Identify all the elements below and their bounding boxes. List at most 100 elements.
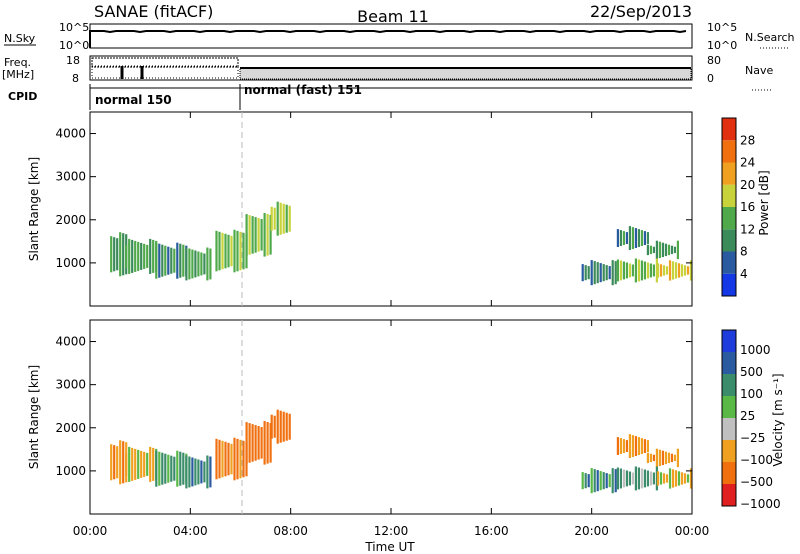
data-cell [668,260,672,281]
y-tick-label: 2000 [55,421,86,435]
cpid-mode-normal: normal 150 [95,93,172,107]
freq-tick-high: 18 [66,54,80,67]
data-cell [233,229,236,273]
data-cell [221,440,224,478]
data-cell [185,247,188,281]
data-cell [239,439,242,479]
data-cell [242,440,245,478]
data-cell [625,440,628,452]
x-axis-ticks: 00:00 04:00 08:00 12:00 16:00 20:00 00:00 [73,112,710,538]
data-cell [631,435,634,457]
x-tick-label: 00:00 [675,524,710,538]
power-colorbar-frame [721,117,737,297]
freq-normal-band [91,65,239,79]
data-cell [616,437,619,455]
data-cell [266,422,269,464]
data-cell [646,440,649,452]
data-cell [140,450,143,478]
noise-tick-high-right: 10^5 [707,21,737,34]
nave-tick-low: 0 [707,72,714,85]
data-cell [625,232,628,244]
data-cell [200,460,203,484]
data-cell [680,264,684,277]
data-cell [273,415,276,438]
data-cell [260,219,263,251]
data-cell [686,266,690,275]
power-y-label: Slant Range [km] [27,157,41,261]
data-cell [628,434,631,458]
data-cell [125,244,128,268]
data-cell [149,446,152,482]
power-colorbar-swatch [722,140,736,163]
y-tick-label: 1000 [55,464,86,478]
noise-tick-low-left: 10^0 [59,39,89,52]
data-cell [245,214,248,256]
power-colorbar-swatch [722,251,736,274]
data-cell [263,421,266,465]
data-cell [587,266,590,280]
data-cell [146,244,149,268]
data-cell [631,264,634,277]
data-cell [661,242,664,258]
data-cell [197,459,200,485]
data-cell [173,248,176,273]
data-cell [658,241,661,259]
data-cell [673,454,676,462]
y-tick-label: 3000 [55,170,86,184]
data-cell [640,230,643,246]
data-cell [584,265,587,281]
data-cell [655,448,658,468]
data-cell [149,238,152,274]
x-tick-label: 20:00 [574,524,609,538]
data-cell [131,239,134,273]
data-cell [276,409,279,444]
data-cell [637,259,640,282]
velocity-colorbar-swatch [722,352,736,374]
data-cell [634,466,637,491]
nave-tick-high: 80 [707,54,721,67]
data-cell [122,233,125,276]
data-cell [668,468,672,489]
data-cell [164,245,167,276]
freq-panel-frame [89,55,693,81]
cpid-panel: CPID normal 150 normal (fast) 151 [8,83,692,110]
data-cell [179,243,182,278]
data-cell [191,457,194,487]
data-cell [230,235,233,267]
data-cell [637,229,640,247]
data-cell [673,246,676,254]
data-cell [686,474,690,483]
data-cell [209,248,212,280]
data-cell [254,425,257,461]
data-cell [188,456,191,488]
data-cell [652,246,655,254]
y-tick-label: 1000 [55,256,86,270]
data-cell [152,239,155,273]
velocity-colorbar-swatch [722,374,736,396]
data-cell [116,238,119,271]
data-cell [119,232,122,277]
data-cell [110,444,113,481]
data-cell [188,248,191,280]
data-cell [652,264,655,277]
data-cell [155,242,158,279]
data-cell [260,427,263,459]
cpid-mode-fast: normal (fast) 151 [244,83,362,97]
data-cell [257,426,260,460]
data-cell [194,250,197,278]
data-cell [619,230,622,246]
data-cell [239,231,242,271]
data-cell [194,458,197,486]
data-cell [665,266,669,275]
x-tick-label: 08:00 [273,524,308,538]
data-cell [599,263,602,283]
data-cell [113,237,116,272]
data-cell [659,264,663,277]
y-tick-label: 4000 [55,127,86,141]
data-cell [674,262,678,279]
station-title: SANAE (fitACF) [94,2,213,21]
noise-tick-high-left: 10^5 [59,21,89,34]
velocity-colorbar-swatch [722,440,736,462]
power-colorbar-swatch [722,273,736,296]
data-cell [640,438,643,454]
